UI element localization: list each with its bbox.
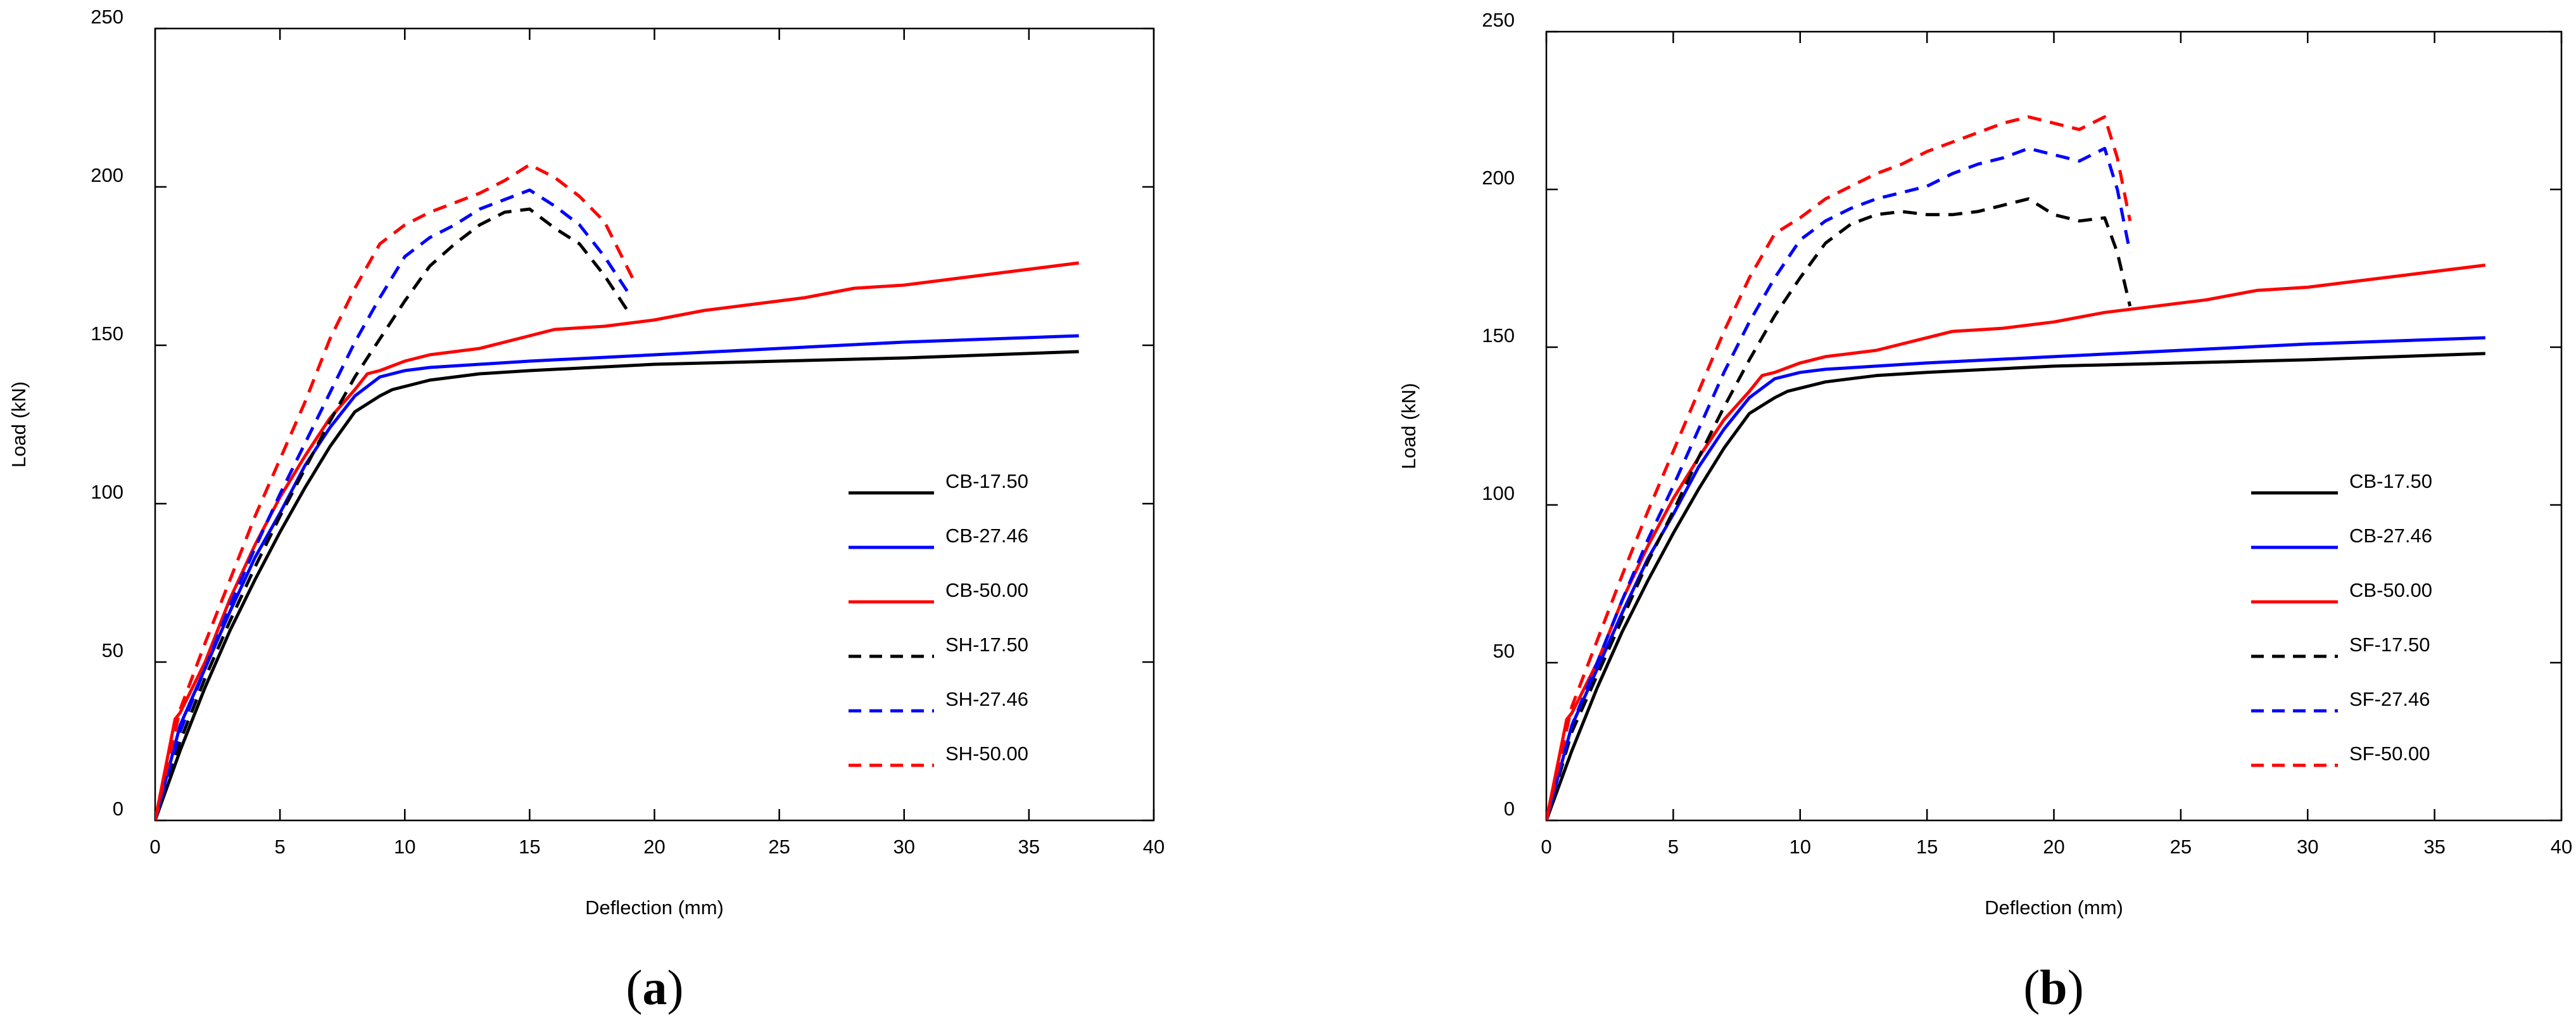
series-line-cb-17-50	[1546, 352, 2485, 820]
x-tick-label: 35	[1018, 836, 1040, 858]
y-tick-label: 200	[91, 164, 123, 186]
legend-label-cb-27-46: CB-27.46	[2349, 525, 2432, 547]
series-line-sh-27-46	[155, 188, 631, 820]
x-tick-label: 35	[2423, 836, 2445, 858]
x-tick-label: 25	[2170, 836, 2192, 858]
series-line-sh-17-50	[155, 207, 631, 820]
x-tick-label: 15	[1916, 836, 1938, 858]
x-tick-label: 0	[1541, 836, 1551, 858]
x-tick-label: 15	[519, 836, 540, 858]
panel-label: (b)	[2023, 960, 2083, 1015]
y-tick-label: 200	[1482, 167, 1515, 189]
series-line-sf-17-50	[1546, 197, 2132, 820]
legend-label-sh-27-46: SH-27.46	[945, 688, 1028, 710]
x-tick-label: 20	[2043, 836, 2064, 858]
legend-label-cb-17-50: CB-17.50	[2349, 470, 2432, 492]
x-tick-label: 0	[149, 836, 160, 858]
panel-a: 0 5 10 15 20 25 30 35 40 0 50 100 150 200 250 Deflectio…	[8, 6, 1165, 1015]
y-tick-label: 50	[1493, 640, 1515, 662]
y-tick-label: 100	[91, 481, 123, 503]
panel-label-open-paren: (	[2023, 960, 2040, 1015]
series-line-sh-50-00	[155, 163, 636, 820]
y-tick-label: 250	[1482, 9, 1515, 31]
y-tick-label: 0	[1504, 798, 1515, 820]
panel-label-close-paren: )	[667, 960, 684, 1015]
legend-label-cb-50-00: CB-50.00	[945, 579, 1028, 601]
panel-label-close-paren: )	[2068, 960, 2084, 1015]
panel-label-letter: b	[2040, 960, 2067, 1015]
x-axis-title: Deflection (mm)	[1985, 896, 2123, 919]
legend-label-sh-50-00: SH-50.00	[945, 743, 1028, 765]
x-tick-label: 40	[2551, 836, 2572, 858]
legend-label-sh-17-50: SH-17.50	[945, 634, 1028, 656]
x-tick-label: 20	[643, 836, 665, 858]
x-tick-label: 10	[1790, 836, 1811, 858]
series-line-cb-17-50	[155, 350, 1079, 820]
legend-label-cb-50-00: CB-50.00	[2349, 579, 2432, 601]
x-tick-label: 5	[275, 836, 286, 858]
series-line-sf-27-46	[1546, 146, 2132, 820]
series-group	[1546, 115, 2486, 820]
x-tick-label: 30	[893, 836, 915, 858]
panel-label-letter: a	[643, 960, 667, 1015]
legend-label-cb-17-50: CB-17.50	[945, 470, 1028, 492]
x-tick-label: 40	[1143, 836, 1165, 858]
legend-label-sf-17-50: SF-17.50	[2349, 634, 2430, 656]
x-tick-label: 25	[768, 836, 790, 858]
legend-label-sf-50-00: SF-50.00	[2349, 743, 2430, 765]
legend-label-sf-27-46: SF-27.46	[2349, 688, 2430, 710]
y-axis-title: Load (kN)	[8, 381, 30, 468]
x-axis-title: Deflection (mm)	[585, 896, 724, 919]
panel-label: (a)	[626, 960, 684, 1015]
x-tick-label: 5	[1668, 836, 1679, 858]
y-tick-label: 250	[91, 6, 123, 28]
panel-b: 0 5 10 15 20 25 30 35 40 0 50 100 150 200 250 Deflectio…	[1398, 9, 2572, 1015]
series-group	[155, 163, 1080, 820]
y-tick-label: 100	[1482, 482, 1515, 504]
series-line-cb-27-46	[155, 334, 1079, 820]
x-tick-label: 30	[2297, 836, 2318, 858]
y-tick-label: 50	[102, 639, 123, 661]
series-line-cb-50-00	[1546, 264, 2486, 820]
series-line-sf-50-00	[1546, 115, 2132, 820]
series-line-cb-27-46	[1546, 336, 2485, 820]
y-tick-label: 0	[113, 798, 123, 820]
y-tick-label: 150	[91, 322, 123, 345]
x-tick-label: 10	[394, 836, 415, 858]
legend-label-cb-27-46: CB-27.46	[945, 525, 1028, 547]
y-axis-title: Load (kN)	[1398, 383, 1420, 469]
panel-label-open-paren: (	[626, 960, 643, 1015]
y-tick-label: 150	[1482, 324, 1515, 347]
